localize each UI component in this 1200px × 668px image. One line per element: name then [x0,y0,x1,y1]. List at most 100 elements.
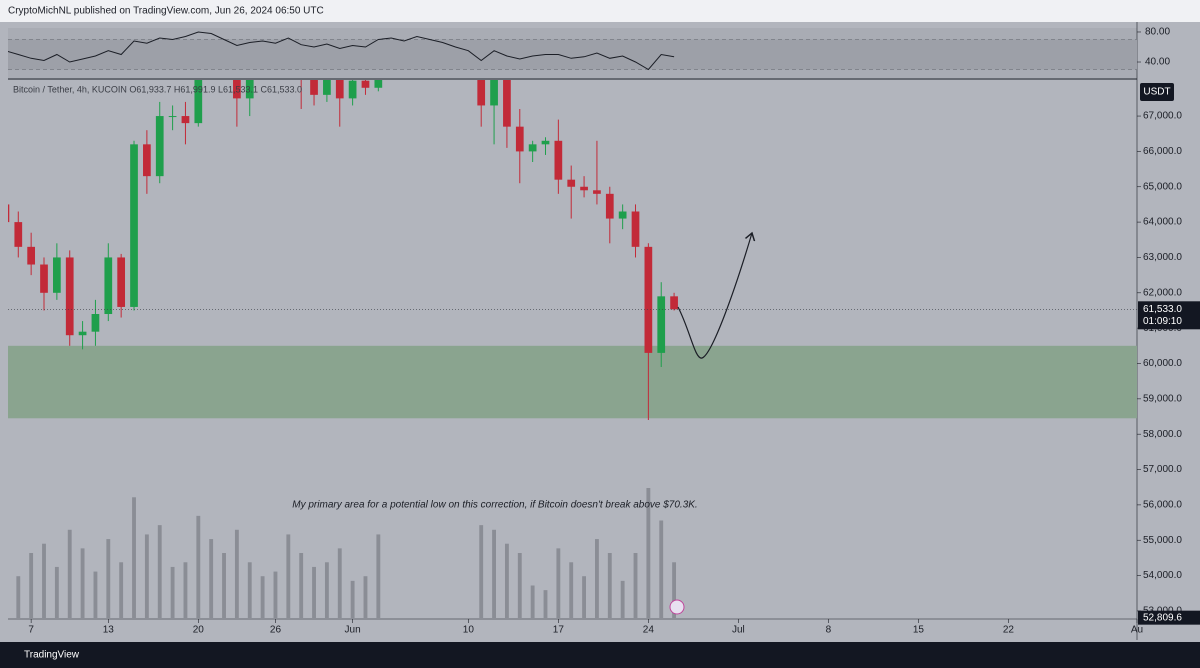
volume-bar [543,590,548,618]
candle-body [657,296,666,353]
volume-bar [222,553,226,618]
candle-body [554,140,563,180]
volume-bar [324,562,329,618]
candle-body [40,264,48,293]
candle-body [155,116,164,177]
candle-body [670,296,678,310]
candle-body [233,80,241,99]
volume-bar [29,553,34,618]
candle-body [335,80,344,99]
flash-icon [669,599,685,615]
volume-bar [530,585,535,618]
last-price-label: 61,533.0 [1143,304,1182,315]
currency: USDT [1143,87,1170,98]
y-tick-label: 62,000.0 [1143,287,1182,298]
candle-body [618,211,627,219]
candle-body [181,116,190,124]
candle-body [53,257,61,293]
candle-body [8,204,10,223]
candle-body [361,80,370,88]
volume-bar [299,553,304,618]
y-tick-label: 57,000.0 [1143,464,1182,475]
candle-body [605,193,614,219]
header-bar [0,0,1200,22]
volume-bar [260,576,265,618]
volume-bar [620,580,625,618]
volume-bar [16,576,21,618]
candle-body [310,80,318,95]
volume-bar [312,566,316,618]
rsi-band [8,39,1137,70]
volume-bar [54,566,59,618]
currency-box [1140,83,1174,101]
y-tick-label: 56,000.0 [1143,500,1182,511]
candle-body [78,331,87,336]
volume-bar [234,529,239,618]
y-tick-label: 54,000.0 [1143,570,1182,581]
volume-bar [132,497,136,618]
volume-bar [209,539,214,618]
candle-body [194,80,203,124]
volume-bar [376,534,381,618]
x-tick-label: Jul [732,625,745,636]
x-tick-label: 17 [553,625,565,636]
last-price-box [1138,301,1200,330]
y-tick-label: 67,000.0 [1143,111,1182,122]
y-tick-label: 58,000.0 [1143,429,1182,440]
candle-body [477,80,486,106]
volume-bar [93,571,98,618]
candle-body [580,186,588,191]
y-tick-label: 64,000.0 [1143,217,1182,228]
candle-body [490,80,498,106]
volume-bar [144,534,149,618]
x-tick-label: Au [1131,625,1143,636]
x-tick-label: 15 [913,625,925,636]
volume-bar [595,539,599,618]
volume-bar [659,520,664,618]
volume-bar [42,543,46,618]
candle-body [104,257,113,315]
volume-bar [363,576,368,618]
volume-bar [479,525,484,618]
x-tick-label: 22 [1003,625,1015,636]
volume-bar [170,566,175,618]
candle-body [528,144,537,152]
x-tick-label: 24 [643,625,655,636]
scale-low-label: 52,809.6 [1143,612,1182,623]
candle-body [644,246,653,353]
volume-bar [273,571,278,618]
volume-bar [337,548,342,618]
candle-body [65,257,74,336]
candle-body [348,80,357,99]
volume-bar [646,488,651,618]
x-tick-label: 26 [270,625,282,636]
x-tick-label: 10 [463,625,475,636]
y-tick-label: 60,000.0 [1143,358,1182,369]
candle-body [245,80,254,99]
volume-bar [504,543,509,618]
support-zone [8,345,1137,419]
candle-body [91,314,100,332]
countdown: 01:09:10 [1143,316,1182,327]
candle-body [374,80,383,88]
volume-bar [517,553,522,618]
volume-bar [607,553,612,618]
candle-body [541,140,550,145]
rsi-plot [8,31,1137,71]
brand: TradingView [24,650,80,661]
legend-text: Bitcoin / Tether, 4h, KUCOIN O61,933.7 H… [13,84,302,94]
volume-bar [67,529,72,618]
projection-arrow [677,233,752,359]
volume-bar [119,562,124,618]
candle-body [593,190,601,194]
volume-bar [672,562,677,618]
y-tick-label: 55,000.0 [1143,535,1182,546]
candle-body [168,116,177,118]
volume-bar [3,562,7,618]
candle-body [515,126,524,152]
x-tick-label: 7 [28,625,34,636]
y-tick-label: 65,000.0 [1143,181,1182,192]
x-tick-label: 20 [193,625,205,636]
header-note: CryptoMichNL published on TradingView.co… [8,6,324,17]
